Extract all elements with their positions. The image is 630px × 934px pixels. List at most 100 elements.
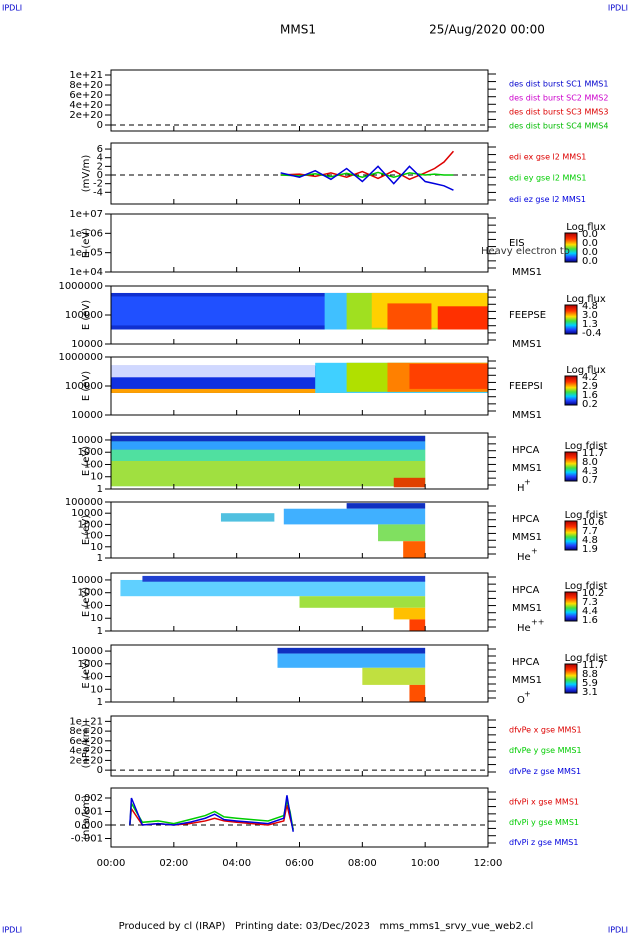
spacecraft-label: MMS1 [512, 532, 542, 543]
species-charge: + [531, 547, 538, 556]
colorbar-tick-label: 0.0 [582, 229, 598, 240]
data-line [280, 171, 454, 178]
spectrogram-cell [409, 363, 488, 389]
y-tick-label: 4e+20 [69, 746, 103, 757]
colorbar-title: Log fdist [565, 510, 608, 521]
y-tick-label: 1000 [78, 659, 103, 670]
y-tick-label: 4e+20 [69, 100, 103, 111]
colorbar-tick-label: 0.7 [582, 475, 598, 486]
y-tick-label: 1 [97, 626, 103, 637]
legend-entry: edi ex gse l2 MMS1 [509, 153, 586, 162]
y-tick-label: -2 [93, 179, 103, 190]
colorbar-tick-label: 4.8 [582, 301, 598, 312]
legend-entry: des dist burst SC4 MMS4 [509, 122, 608, 131]
y-tick-label: 6 [97, 144, 103, 155]
instrument-label: FEEPSI [509, 381, 543, 392]
y-axis-label: E (eV) [81, 587, 92, 617]
spectrogram-cell [111, 461, 426, 487]
legend-entry: edi ey gse l2 MMS1 [509, 174, 587, 183]
spectrogram-cell [111, 449, 426, 461]
colorbar-title: Log fdist [565, 581, 608, 592]
y-tick-label: 10000 [71, 410, 103, 421]
legend-entry: dfvPi y gse MMS1 [509, 818, 579, 827]
y-tick-label: 100000 [65, 497, 103, 508]
y-axis-label: E (eV) [81, 371, 92, 401]
plot-frame [110, 715, 489, 777]
y-tick-label: 0.000 [74, 820, 103, 831]
spectrogram-cell [437, 306, 488, 330]
y-tick-label: 0 [97, 170, 103, 181]
instrument-label: HPCA [512, 514, 540, 525]
colorbar-tick-label: 3.1 [582, 687, 598, 698]
colorbar-tick-label: 0.2 [582, 399, 598, 410]
y-tick-label: 1e+21 [69, 716, 103, 727]
colorbar-tick-label: 10.6 [582, 517, 604, 528]
legend-entry: dfvPi z gse MMS1 [509, 838, 578, 847]
colorbar-tick-label: 8.8 [582, 669, 598, 680]
colorbar [564, 375, 578, 406]
note-label: Heavy electron to [481, 246, 570, 257]
y-tick-label: 100 [84, 600, 103, 611]
spacecraft-label: MMS1 [512, 410, 542, 421]
colorbar-tick-label: 11.7 [582, 660, 604, 671]
y-tick-label: 1000 [78, 519, 103, 530]
y-tick-label: 1000000 [58, 352, 103, 363]
colorbar-tick-label: 7.7 [582, 526, 598, 537]
spectrogram-cell [403, 541, 426, 558]
legend-entry: edi ez gse l2 MMS1 [509, 195, 586, 204]
legend-entry: dfvPe z gse MMS1 [509, 767, 581, 776]
y-tick-label: 1 [97, 697, 103, 708]
spectrogram-cell [142, 575, 426, 582]
spectrogram-cell [362, 667, 426, 685]
colorbar-tick-label: 5.9 [582, 678, 598, 689]
colorbar-tick-label: 0.0 [582, 238, 598, 249]
species-charge: ++ [531, 618, 544, 627]
x-tick-label: 08:00 [348, 858, 377, 869]
y-tick-label: -4 [93, 187, 103, 198]
instrument-label: HPCA [512, 445, 540, 456]
legend-entry: dfvPe y gse MMS1 [509, 746, 582, 755]
y-tick-label: 1e+06 [69, 228, 103, 239]
y-axis-label: (nPa/km) [81, 724, 92, 769]
colorbar-tick-label: 7.3 [582, 597, 598, 608]
spectrogram-cell [299, 596, 426, 608]
spectrogram-cell [393, 607, 426, 620]
instrument-label: HPCA [512, 657, 540, 668]
colorbar [564, 520, 578, 551]
instrument-label: HPCA [512, 585, 540, 596]
colorbar-tick-label: 8.0 [582, 457, 598, 468]
legend-entry: dfvPi x gse MMS1 [509, 798, 579, 807]
y-axis-label: E (eV) [81, 515, 92, 545]
y-tick-label: 6e+20 [69, 90, 103, 101]
y-tick-label: 100000 [65, 381, 103, 392]
x-tick-label: 10:00 [411, 858, 440, 869]
colorbar-tick-label: 4.8 [582, 535, 598, 546]
y-tick-label: 2 [97, 161, 103, 172]
colorbar-tick-label: 1.6 [582, 615, 598, 626]
y-tick-label: 6e+20 [69, 736, 103, 747]
y-tick-label: 100 [84, 531, 103, 542]
data-line [129, 795, 294, 832]
y-tick-label: 10000 [71, 339, 103, 350]
y-tick-label: 1 [97, 484, 103, 495]
spectrogram-cell [387, 303, 432, 330]
y-tick-label: 8e+20 [69, 80, 103, 91]
plot-frame [110, 69, 489, 132]
data-line [280, 150, 455, 181]
colorbar [564, 663, 578, 694]
legend-entry: dfvPe x gse MMS1 [509, 726, 582, 735]
y-tick-label: 10 [90, 542, 103, 553]
y-tick-label: 0 [97, 120, 103, 131]
spectrogram-cell [111, 365, 316, 378]
colorbar-tick-label: 11.7 [582, 448, 604, 459]
y-tick-label: 1e+07 [69, 209, 103, 220]
colorbar-tick-label: 3.0 [582, 310, 598, 321]
y-tick-label: 100000 [65, 310, 103, 321]
x-tick-label: 00:00 [97, 858, 126, 869]
species-label: He [517, 552, 531, 563]
y-axis-label: (nPa/km) [81, 795, 92, 840]
y-tick-label: 8e+20 [69, 726, 103, 737]
colorbar-title: Log fdist [565, 441, 608, 452]
spectrogram-cell [111, 441, 426, 450]
